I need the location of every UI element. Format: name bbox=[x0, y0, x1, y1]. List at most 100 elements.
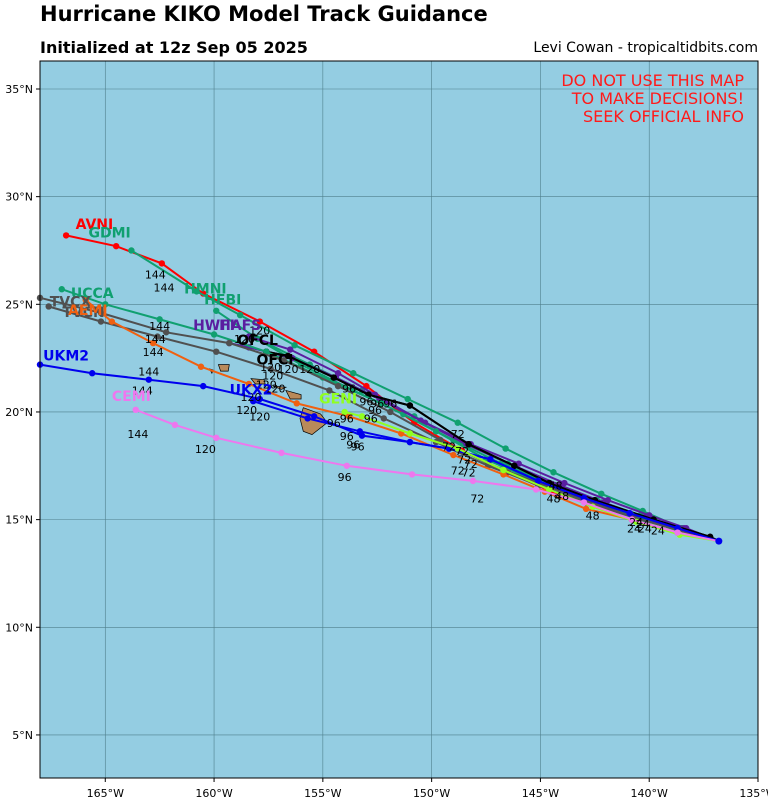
warning-line-2: TO MAKE DECISIONS! bbox=[571, 89, 744, 108]
forecast-hour-label: 144 bbox=[132, 385, 153, 398]
forecast-hour-label: 96 bbox=[370, 398, 384, 411]
track-point-aemi bbox=[197, 363, 205, 370]
forecast-hour-label: 48 bbox=[555, 490, 569, 503]
forecast-hour-label: 96 bbox=[351, 441, 365, 454]
forecast-hour-label: 72 bbox=[442, 441, 456, 454]
model-label-hfbi: HFBI bbox=[204, 292, 241, 308]
forecast-hour-label: 24 bbox=[638, 523, 652, 536]
x-tick-label: 150°W bbox=[413, 787, 450, 800]
forecast-hour-label: 96 bbox=[327, 417, 341, 430]
track-point-ukx2 bbox=[487, 456, 494, 463]
island bbox=[272, 385, 288, 390]
chart-subtitle: Initialized at 12z Sep 05 2025 bbox=[40, 38, 308, 57]
model-label-gdmi: GDMI bbox=[88, 226, 130, 242]
track-point-cemi bbox=[532, 486, 540, 493]
x-tick-label: 145°W bbox=[522, 787, 559, 800]
track-point-avni bbox=[256, 318, 263, 325]
chart-title: Hurricane KIKO Model Track Guidance bbox=[40, 2, 488, 26]
track-point-geni bbox=[406, 430, 414, 437]
track-point-ucca bbox=[210, 331, 218, 338]
track-point-ucca bbox=[102, 301, 109, 308]
model-label-ukx2: UKX2 bbox=[230, 383, 273, 399]
model-label-geni: GENI bbox=[319, 391, 357, 407]
model-tracks bbox=[36, 232, 723, 545]
track-point-ukm2 bbox=[310, 413, 318, 420]
track-point-gdmi bbox=[404, 395, 411, 403]
forecast-hour-label: 144 bbox=[138, 365, 159, 378]
forecast-hour-label: 144 bbox=[154, 281, 175, 294]
track-point-tvcx bbox=[162, 329, 170, 336]
forecast-hour-label: 120 bbox=[262, 370, 283, 383]
forecast-hour-label: 72 bbox=[451, 428, 465, 441]
x-tick-label: 160°W bbox=[195, 787, 232, 800]
track-point-cemi bbox=[343, 462, 350, 469]
model-label-hmni: HMNI bbox=[184, 282, 227, 298]
track-point-ofci bbox=[511, 462, 518, 469]
track-point-cemi bbox=[469, 477, 477, 485]
forecast-hour-label: 120 bbox=[195, 443, 216, 456]
warning-line-1: DO NOT USE THIS MAP bbox=[561, 71, 744, 90]
track-point-geni bbox=[454, 445, 461, 452]
forecast-hour-label: 96 bbox=[359, 396, 373, 409]
island bbox=[285, 389, 302, 400]
track-point-gdmi bbox=[502, 445, 509, 452]
track-point-tvcn bbox=[154, 333, 161, 340]
model-label-hafs: HAFS bbox=[219, 318, 261, 334]
track-point-ucca bbox=[378, 400, 385, 407]
model-label-ofcl: OFCL bbox=[237, 333, 278, 349]
x-tick-label: 165°W bbox=[87, 787, 124, 800]
track-point-ukm2 bbox=[199, 382, 207, 390]
model-label-aemi: AEMI bbox=[68, 303, 108, 319]
model-label-tvcx: TVCX bbox=[50, 294, 92, 310]
forecast-hour-label: 144 bbox=[143, 346, 164, 359]
track-point-cemi bbox=[213, 434, 220, 442]
track-point-hmni bbox=[213, 307, 220, 314]
forecast-hour-label: 24 bbox=[636, 518, 650, 531]
track-point-ukx2 bbox=[250, 397, 257, 405]
forecast-hour-label: 144 bbox=[127, 428, 148, 441]
track-point-tvcx bbox=[226, 339, 233, 347]
forecast-hour-label: 72 bbox=[462, 467, 476, 480]
track-point-ukx2 bbox=[406, 438, 414, 446]
forecast-hour-label: 120 bbox=[260, 361, 281, 374]
track-point-cemi bbox=[628, 516, 636, 523]
forecast-hour-label: 72 bbox=[464, 458, 478, 471]
track-point-aemi bbox=[293, 400, 300, 407]
forecast-hour-label: 72 bbox=[455, 445, 469, 458]
track-point-aemi bbox=[108, 318, 116, 325]
track-point-tvcn bbox=[380, 415, 387, 422]
forecast-hour-label: 96 bbox=[340, 413, 354, 426]
track-point-aemi bbox=[245, 380, 253, 388]
y-tick-label: 25°N bbox=[5, 298, 33, 311]
track-point-avni bbox=[158, 260, 166, 267]
track-point-ukx2 bbox=[304, 415, 311, 422]
forecast-hour-label: 120 bbox=[236, 404, 257, 417]
forecast-hour-label: 24 bbox=[651, 525, 665, 538]
track-point-ofci bbox=[284, 352, 292, 360]
track-point-geni bbox=[341, 408, 348, 416]
track-point-gdmi bbox=[193, 288, 200, 295]
track-point-tvcx bbox=[387, 408, 394, 416]
forecast-hour-label: 96 bbox=[338, 471, 352, 484]
track-point-gdmi bbox=[350, 370, 357, 377]
y-tick-label: 30°N bbox=[5, 191, 33, 204]
track-line-tvcn bbox=[48, 305, 720, 543]
x-tick-label: 135°W bbox=[739, 787, 768, 800]
forecast-hour-label: 120 bbox=[278, 363, 299, 376]
track-point-aemi bbox=[149, 339, 157, 347]
forecast-hour-label: 120 bbox=[249, 411, 270, 424]
track-point-gdmi bbox=[128, 247, 135, 254]
forecast-hour-label: 96 bbox=[346, 439, 360, 452]
forecast-hour-label: 120 bbox=[264, 383, 285, 396]
model-label-tvcn: TVCN bbox=[62, 305, 104, 321]
track-point-aemi bbox=[82, 296, 89, 304]
forecast-hour-label: 144 bbox=[149, 320, 170, 333]
track-point-ofci bbox=[406, 402, 414, 409]
forecast-hour-label: 72 bbox=[451, 464, 465, 477]
track-point-hafs bbox=[245, 333, 253, 340]
track-point-avni bbox=[112, 242, 120, 250]
model-label-cemi: CEMI bbox=[112, 389, 151, 405]
forecast-hour-label: 48 bbox=[549, 479, 563, 492]
